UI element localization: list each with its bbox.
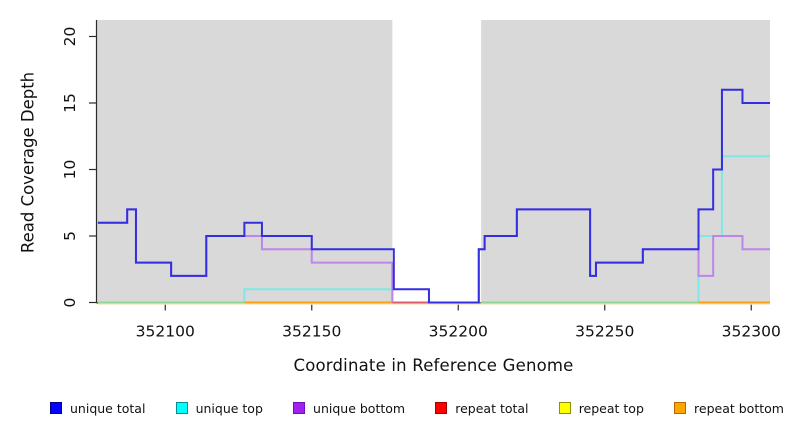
legend-item-repeat-top: repeat top [558,400,644,416]
no-coverage-gap-band [392,20,482,303]
y-tick-label: 10 [61,160,79,180]
legend-item-repeat-bottom: repeat bottom [674,401,784,416]
legend-item-repeat-total: repeat total [435,400,529,416]
legend-label: repeat top [578,400,644,416]
legend-swatch-icon [50,402,62,414]
x-tick-label: 352150 [282,323,341,341]
legend-label: unique total [70,400,146,416]
x-tick-label: 352250 [575,323,634,341]
legend-swatch-icon [175,402,188,414]
legend-swatch-icon [293,402,306,414]
x-tick-label: 352200 [429,323,488,341]
legend-swatch-icon [674,402,687,414]
y-axis-title: Read Coverage Depth [18,71,38,254]
legend-label: unique bottom [313,400,406,416]
y-tick-label: 20 [61,27,79,47]
legend-item-unique-bottom: unique bottom [293,401,405,416]
x-axis-title: Coordinate in Reference Genome [293,356,574,375]
legend-item-unique-total: unique total [50,401,145,416]
x-tick-label: 352300 [722,323,781,341]
y-tick-label: 0 [61,298,79,308]
legend-label: unique top [195,400,263,416]
legend-swatch-icon [435,402,448,414]
legend-label: repeat total [455,400,529,416]
y-tick-label: 15 [61,93,79,113]
legend-swatch-icon [558,402,571,414]
series-unique-total [97,88,770,304]
legend-label: repeat bottom [694,400,784,416]
y-tick-label: 5 [61,231,79,241]
legend: unique total unique top unique bottom repea… [50,397,784,419]
x-tick-label: 352100 [136,323,195,341]
legend-item-unique-top: unique top [175,400,263,416]
